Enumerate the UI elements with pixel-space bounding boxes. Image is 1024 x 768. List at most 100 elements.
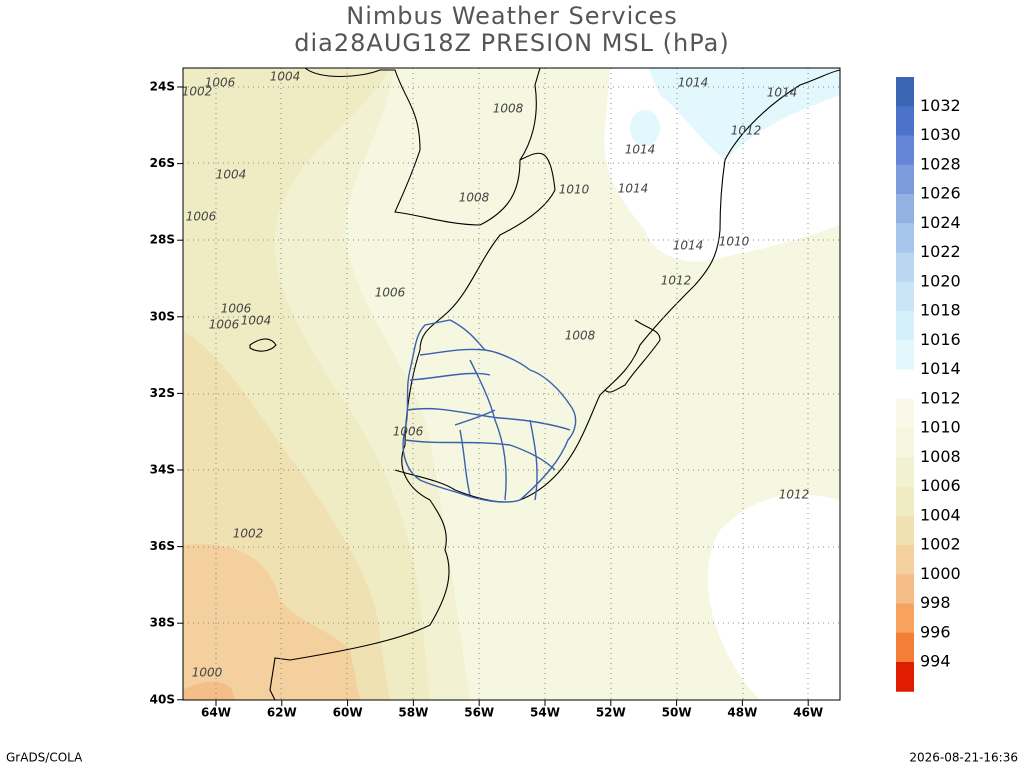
contour-label: 1012	[779, 488, 810, 502]
contour-label: 1006	[375, 286, 406, 300]
lat-label: 40S	[150, 692, 175, 706]
colorbar-box	[896, 428, 914, 458]
colorbar-box	[896, 457, 914, 487]
colorbar-label: 1030	[920, 125, 961, 144]
contour-label: 1010	[559, 183, 590, 197]
colorbar-label: 1016	[920, 330, 961, 349]
contour-label: 1006	[209, 318, 240, 332]
colorbar-box	[896, 662, 914, 692]
lat-label: 34S	[150, 463, 175, 477]
colorbar-label: 1004	[920, 505, 961, 524]
lon-label: 62W	[267, 706, 297, 720]
footer-right: 2026-08-21-16:36	[909, 751, 1018, 765]
contour-label: 1006	[205, 76, 236, 90]
lon-label: 58W	[398, 706, 428, 720]
graticule	[183, 68, 840, 700]
colorbar-label: 1024	[920, 213, 961, 232]
colorbar-box	[896, 252, 914, 283]
title: Nimbus Weather Services	[346, 2, 677, 30]
contour-label: 1006	[221, 302, 252, 316]
contour-label: 1008	[459, 191, 490, 205]
contour-label: 1008	[565, 329, 596, 343]
colorbar-label: 1020	[920, 271, 961, 290]
subtitle: dia28AUG18Z PRESION MSL (hPa)	[294, 29, 729, 57]
contour-label: 1008	[493, 102, 524, 116]
contour-label: 1006	[186, 210, 217, 224]
contour-label: 1006	[393, 425, 424, 439]
lon-label: 54W	[530, 706, 560, 720]
contour-label: 1000	[192, 666, 223, 680]
colorbar-box	[896, 77, 914, 107]
lat-label: 24S	[150, 80, 175, 94]
contour-label: 1010	[719, 235, 750, 249]
colorbar-label: 1018	[920, 301, 961, 320]
contour-label: 1014	[767, 86, 798, 100]
colorbar-label: 1002	[920, 535, 961, 554]
colorbar-box	[896, 340, 914, 370]
contour-label: 1002	[182, 85, 213, 99]
colorbar-label: 1000	[920, 564, 961, 583]
colorbar-box	[896, 194, 914, 224]
lat-label: 36S	[150, 539, 175, 553]
contour-label: 1002	[233, 527, 264, 541]
colorbar-label: 1006	[920, 476, 961, 495]
field-1000	[183, 544, 360, 700]
lon-label: 52W	[596, 706, 626, 720]
colorbar-box	[896, 106, 914, 136]
axes: 24S 26S 28S 30S 32S 34S 36S 38S 40S 64W 62W 60W 58W 5…	[150, 67, 841, 720]
colorbar-box	[896, 311, 914, 341]
contour-label: 1012	[661, 274, 692, 288]
colorbar-label: 998	[920, 593, 951, 612]
contour-label: 1014	[625, 143, 656, 157]
lon-label: 50W	[662, 706, 692, 720]
colorbar-box	[896, 369, 914, 400]
lat-label: 30S	[150, 309, 175, 323]
field-1012	[707, 494, 840, 700]
contour-label: 1004	[216, 168, 247, 182]
contour-label: 1004	[270, 70, 301, 84]
colorbar: 1032 1030 1028 1026 1024 1022 1020 1018 1016 1014…	[896, 77, 961, 692]
lon-label: 60W	[333, 706, 363, 720]
lon-label: 56W	[464, 706, 494, 720]
colorbar-box	[896, 486, 914, 517]
footer-left: GrADS/COLA	[6, 751, 83, 765]
colorbar-label: 1028	[920, 154, 961, 173]
field-1014	[648, 68, 840, 160]
contour-label: 1014	[618, 182, 649, 196]
colorbar-box	[896, 574, 914, 604]
colorbar-box	[896, 515, 914, 546]
colorbar-label: 1032	[920, 96, 961, 115]
colorbar-box	[896, 135, 914, 166]
contour-label: 1004	[241, 314, 272, 328]
map-area: 1004100610021008101410141012101410041008…	[150, 67, 841, 720]
contour-label: 1014	[673, 239, 704, 253]
colorbar-box	[896, 603, 914, 634]
lon-label: 46W	[793, 706, 823, 720]
colorbar-box	[896, 223, 914, 253]
colorbar-label: 1008	[920, 447, 961, 466]
colorbar-box	[896, 164, 914, 195]
colorbar-box	[896, 281, 914, 312]
colorbar-label: 1010	[920, 418, 961, 437]
colorbar-box	[896, 398, 914, 429]
lat-label: 32S	[150, 386, 175, 400]
contour-label: 1014	[678, 76, 709, 90]
colorbar-label: 1026	[920, 184, 961, 203]
field-998	[183, 681, 235, 700]
contour-labels: 1004100610021008101410141012101410041008…	[182, 70, 810, 680]
colorbar-label: 1012	[920, 388, 961, 407]
lat-label: 28S	[150, 233, 175, 247]
contour-label: 1012	[731, 124, 762, 138]
field-1014-patch	[630, 110, 660, 146]
lat-label: 26S	[150, 156, 175, 170]
colorbar-box	[896, 632, 914, 663]
lon-label: 48W	[727, 706, 757, 720]
map-frame	[182, 67, 841, 701]
lon-label: 64W	[201, 706, 231, 720]
colorbar-label: 994	[920, 652, 951, 671]
uruguay-rivers	[402, 319, 577, 503]
colorbar-box	[896, 545, 914, 575]
colorbar-label: 1014	[920, 359, 961, 378]
colorbar-label: 1022	[920, 242, 961, 261]
